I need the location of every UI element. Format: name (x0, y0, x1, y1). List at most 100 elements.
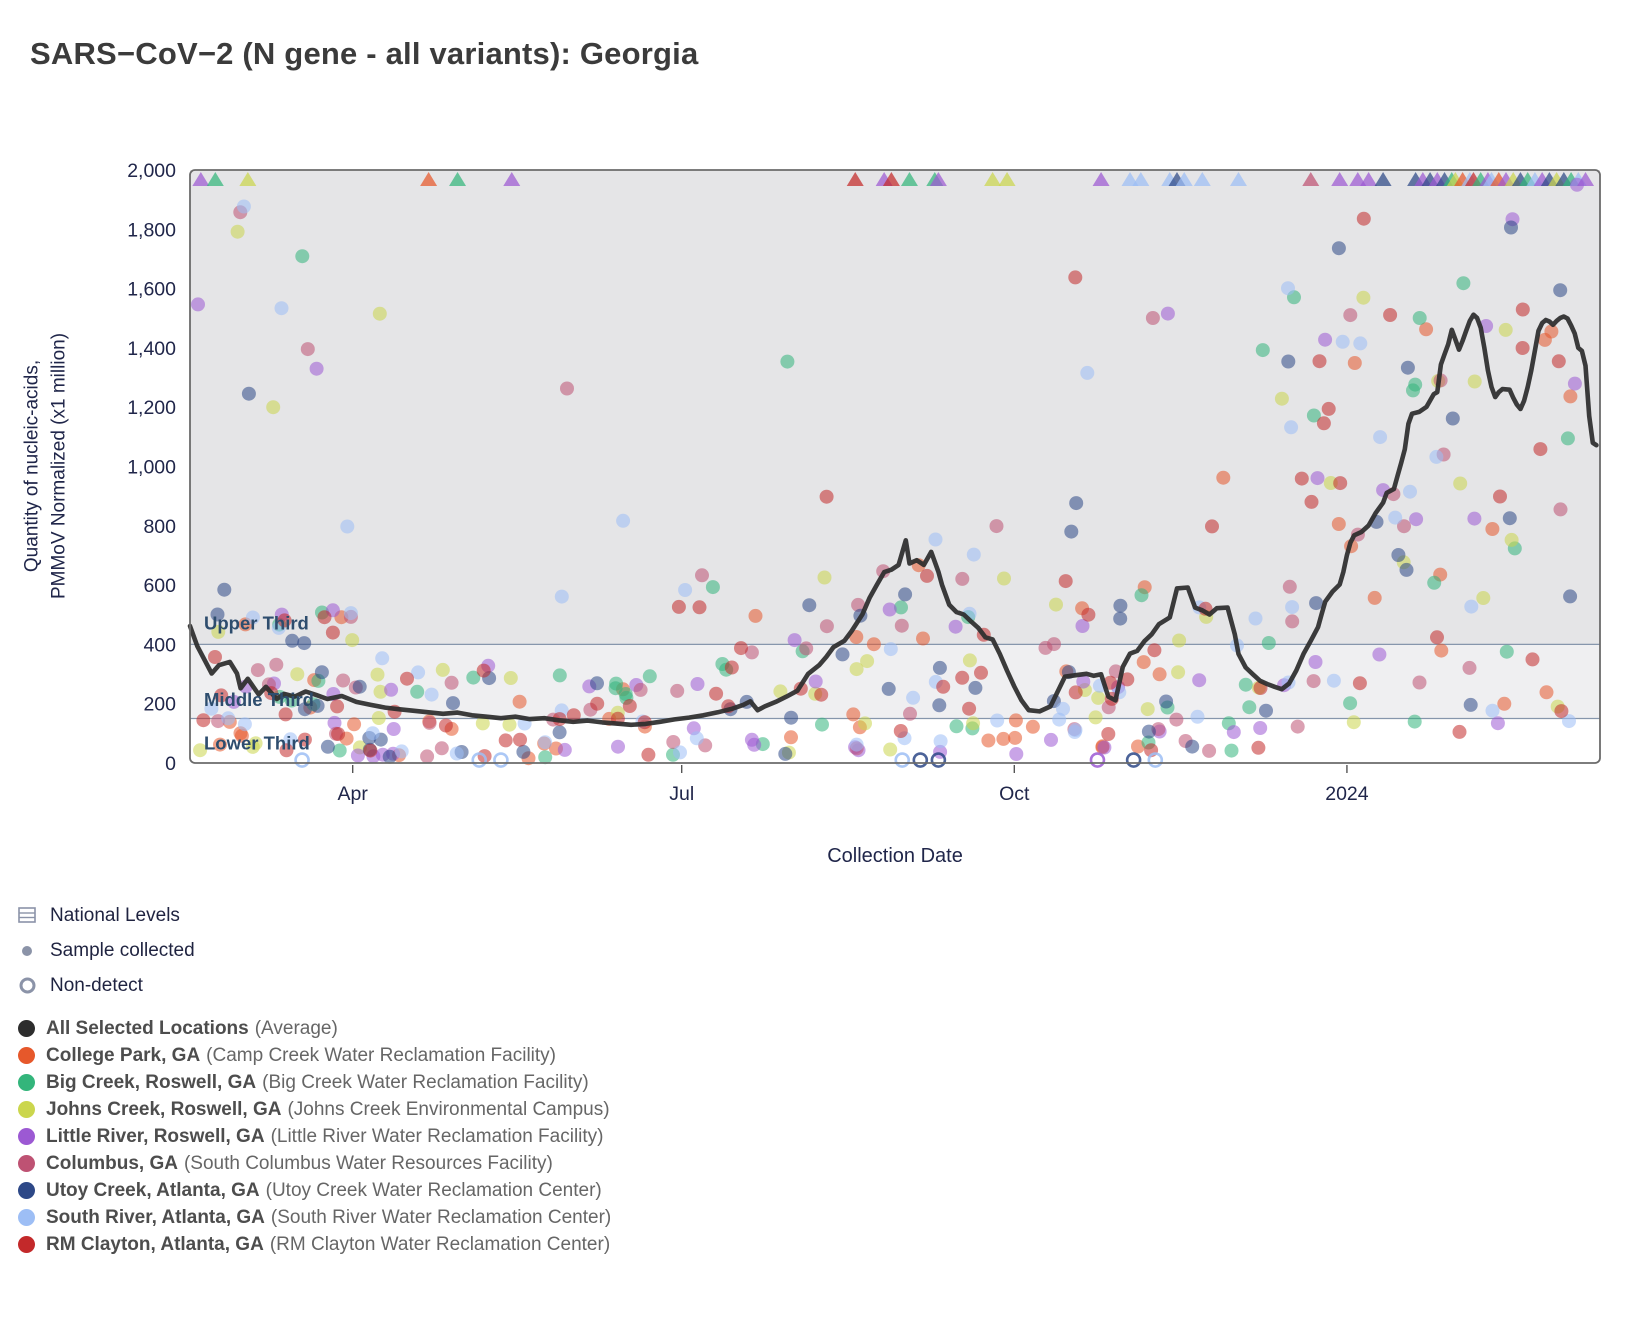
scatter-point-college-park[interactable] (1216, 470, 1231, 485)
scatter-point-college-park[interactable] (849, 630, 864, 644)
scatter-point-college-park[interactable] (1544, 324, 1559, 339)
scatter-point-columbus[interactable] (422, 715, 437, 730)
scatter-point-college-park[interactable] (996, 731, 1011, 746)
scatter-point-johns-creek[interactable] (230, 224, 245, 239)
clipped-triangle-big-creek[interactable] (900, 172, 918, 186)
scatter-point-rm-clayton[interactable] (1294, 471, 1309, 486)
non-detect-point-south-river[interactable] (294, 752, 310, 768)
scatter-point-rm-clayton[interactable] (1321, 401, 1336, 416)
scatter-point-columbus[interactable] (695, 568, 709, 583)
scatter-point-rm-clayton[interactable] (208, 650, 222, 664)
scatter-point-rm-clayton[interactable] (1120, 672, 1135, 687)
scatter-point-utoy-creek[interactable] (552, 725, 567, 740)
scatter-point-johns-creek[interactable] (773, 684, 788, 699)
clipped-triangle-little-river[interactable] (192, 172, 210, 186)
scatter-point-rm-clayton[interactable] (1304, 494, 1319, 509)
scatter-point-rm-clayton[interactable] (962, 701, 977, 716)
clipped-triangle-johns-creek[interactable] (998, 172, 1016, 186)
scatter-point-rm-clayton[interactable] (331, 727, 346, 741)
scatter-point-rm-clayton[interactable] (590, 696, 605, 711)
scatter-point-johns-creek[interactable] (1274, 391, 1289, 406)
scatter-point-south-river[interactable] (340, 519, 355, 534)
clipped-triangle-johns-creek[interactable] (984, 172, 1002, 186)
scatter-point-utoy-creek[interactable] (590, 676, 604, 691)
scatter-point-south-river[interactable] (928, 532, 943, 547)
scatter-point-little-river[interactable] (1490, 716, 1505, 731)
clipped-triangle-little-river[interactable] (503, 172, 521, 186)
scatter-point-johns-creek[interactable] (1467, 374, 1482, 389)
scatter-point-little-river[interactable] (611, 739, 625, 754)
scatter-point-big-creek[interactable] (538, 750, 553, 765)
scatter-point-columbus[interactable] (420, 749, 435, 764)
average-line[interactable] (187, 312, 1599, 728)
scatter-point-little-river[interactable] (350, 748, 365, 763)
scatter-point-college-park[interactable] (1008, 713, 1023, 728)
scatter-point-utoy-creek[interactable] (1185, 739, 1200, 754)
non-detect-point-south-river[interactable] (493, 752, 509, 768)
scatter-point-south-river[interactable] (411, 665, 426, 680)
scatter-point-columbus[interactable] (1343, 308, 1358, 323)
legend-location-utoy-creek[interactable]: Utoy Creek, Atlanta, GA (Utoy Creek Water… (14, 1177, 611, 1204)
scatter-point-south-river[interactable] (689, 731, 704, 746)
scatter-point-big-creek[interactable] (552, 668, 567, 683)
scatter-point-utoy-creek[interactable] (932, 698, 947, 713)
scatter-point-utoy-creek[interactable] (835, 647, 850, 662)
scatter-point-big-creek[interactable] (1255, 343, 1270, 358)
scatter-point-big-creek[interactable] (1408, 377, 1423, 392)
scatter-point-columbus[interactable] (633, 682, 648, 697)
scatter-point-little-river[interactable] (1226, 725, 1241, 740)
non-detect-point-south-river[interactable] (894, 752, 911, 768)
scatter-point-south-river[interactable] (343, 606, 358, 621)
scatter-point-rm-clayton[interactable] (955, 670, 970, 685)
scatter-point-south-river[interactable] (1403, 484, 1417, 499)
scatter-point-rm-clayton[interactable] (724, 660, 739, 675)
scatter-point-little-river[interactable] (1308, 655, 1323, 669)
scatter-point-johns-creek[interactable] (1171, 665, 1186, 680)
scatter-point-columbus[interactable] (444, 675, 459, 690)
scatter-point-college-park[interactable] (1331, 517, 1346, 531)
scatter-point-little-river[interactable] (882, 602, 897, 617)
scatter-point-college-park[interactable] (1025, 719, 1040, 734)
scatter-point-south-river[interactable] (1562, 714, 1576, 729)
scatter-point-rm-clayton[interactable] (400, 671, 414, 686)
scatter-point-little-river[interactable] (808, 674, 823, 689)
scatter-point-columbus[interactable] (1145, 311, 1160, 325)
scatter-point-big-creek[interactable] (295, 249, 310, 264)
scatter-point-utoy-creek[interactable] (932, 660, 947, 675)
scatter-point-south-river[interactable] (538, 735, 553, 750)
scatter-point-rm-clayton[interactable] (566, 708, 581, 723)
scatter-point-johns-creek[interactable] (1498, 322, 1513, 337)
scatter-point-rm-clayton[interactable] (641, 747, 656, 762)
scatter-point-rm-clayton[interactable] (498, 733, 513, 748)
scatter-point-rm-clayton[interactable] (317, 610, 332, 625)
non-detect-point-south-river[interactable] (471, 752, 488, 768)
scatter-point-utoy-creek[interactable] (1141, 724, 1156, 739)
scatter-point-johns-creek[interactable] (966, 716, 981, 731)
legend-location-big-creek[interactable]: Big Creek, Roswell, GA (Big Creek Water R… (14, 1069, 611, 1096)
scatter-point-south-river[interactable] (616, 513, 631, 528)
scatter-point-columbus[interactable] (955, 571, 970, 586)
scatter-point-college-park[interactable] (916, 631, 930, 646)
scatter-point-college-park[interactable] (1136, 655, 1151, 670)
scatter-point-south-river[interactable] (1067, 725, 1082, 739)
scatter-point-columbus[interactable] (250, 663, 265, 678)
scatter-point-utoy-creek[interactable] (1445, 411, 1460, 426)
scatter-point-columbus[interactable] (434, 741, 449, 756)
scatter-point-south-river[interactable] (1353, 336, 1368, 351)
scatter-point-south-river[interactable] (1326, 673, 1341, 688)
scatter-point-rm-clayton[interactable] (476, 663, 491, 678)
scatter-point-utoy-creek[interactable] (1331, 241, 1346, 256)
clipped-triangle-little-river[interactable] (929, 172, 947, 186)
scatter-point-columbus[interactable] (670, 683, 685, 698)
scatter-point-johns-creek[interactable] (193, 743, 208, 758)
scatter-point-utoy-creek[interactable] (516, 744, 531, 759)
scatter-point-big-creek[interactable] (780, 354, 795, 369)
scatter-point-south-river[interactable] (1190, 709, 1205, 724)
scatter-point-rm-clayton[interactable] (1356, 211, 1371, 226)
scatter-point-rm-clayton[interactable] (974, 665, 988, 680)
scatter-point-little-river[interactable] (226, 694, 241, 709)
scatter-point-columbus[interactable] (1169, 712, 1184, 727)
scatter-point-rm-clayton[interactable] (297, 732, 312, 747)
scatter-point-big-creek[interactable] (332, 743, 347, 758)
non-detect-point-utoy-creek[interactable] (912, 752, 929, 768)
